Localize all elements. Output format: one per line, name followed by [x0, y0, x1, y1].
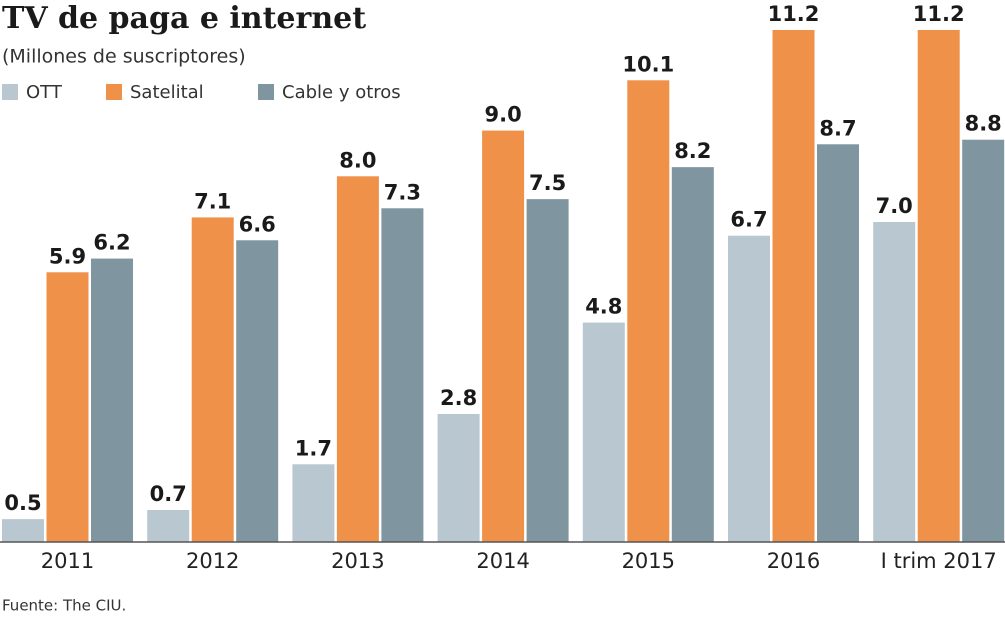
bar [381, 208, 424, 543]
bar [482, 130, 525, 543]
legend-label: Cable y otros [282, 82, 401, 103]
bar [728, 235, 770, 542]
bar [917, 30, 960, 542]
bar [147, 510, 190, 542]
x-tick-label: 2014 [476, 549, 529, 573]
data-label: 5.9 [49, 244, 86, 268]
bar [46, 272, 89, 542]
bar [627, 80, 670, 543]
bar [817, 144, 859, 543]
data-label: 8.7 [819, 116, 856, 140]
bar [671, 167, 714, 542]
chart-subtitle: (Millones de suscriptores) [2, 46, 246, 68]
legend-swatch [106, 84, 122, 100]
bar [962, 139, 1005, 542]
bar [437, 414, 480, 542]
legend-label: Satelital [130, 82, 204, 103]
data-label: 7.3 [384, 180, 421, 204]
bar [2, 519, 44, 542]
data-label: 2.8 [440, 386, 477, 410]
data-label: 11.2 [913, 2, 965, 26]
data-label: 0.7 [150, 482, 187, 506]
data-label: 4.8 [585, 295, 622, 319]
bar [292, 464, 335, 542]
data-label: 7.5 [529, 171, 566, 195]
legend-label: OTT [26, 82, 63, 103]
data-label: 0.5 [4, 491, 41, 515]
data-label: 8.8 [965, 112, 1002, 136]
data-label: 6.7 [730, 208, 767, 232]
data-label: 7.1 [194, 189, 231, 213]
data-label: 8.0 [339, 148, 376, 172]
x-tick-label: 2013 [331, 549, 384, 573]
bar [526, 199, 569, 542]
bar [91, 258, 133, 542]
data-label: 11.2 [768, 2, 820, 26]
bar [772, 30, 815, 542]
legend-swatch [2, 84, 18, 100]
data-label: 10.1 [622, 52, 674, 76]
x-tick-label: 2016 [767, 549, 820, 573]
data-label: 6.6 [239, 212, 276, 236]
x-tick-label: 2015 [622, 549, 675, 573]
data-label: 8.2 [674, 139, 711, 163]
x-tick-label: 2011 [41, 549, 94, 573]
bar [336, 176, 379, 543]
x-tick-label: I trim 2017 [881, 549, 997, 573]
source: Fuente: The CIU. [2, 597, 126, 615]
data-label: 7.0 [876, 194, 913, 218]
bar [236, 240, 279, 543]
bar [582, 322, 625, 542]
bar [191, 217, 234, 542]
data-label: 6.2 [93, 231, 130, 255]
legend-swatch [258, 84, 274, 100]
chart-title: TV de paga e internet [2, 1, 366, 36]
x-tick-label: 2012 [186, 549, 239, 573]
data-label: 9.0 [484, 103, 521, 127]
bar [873, 222, 916, 542]
data-label: 1.7 [295, 436, 332, 460]
